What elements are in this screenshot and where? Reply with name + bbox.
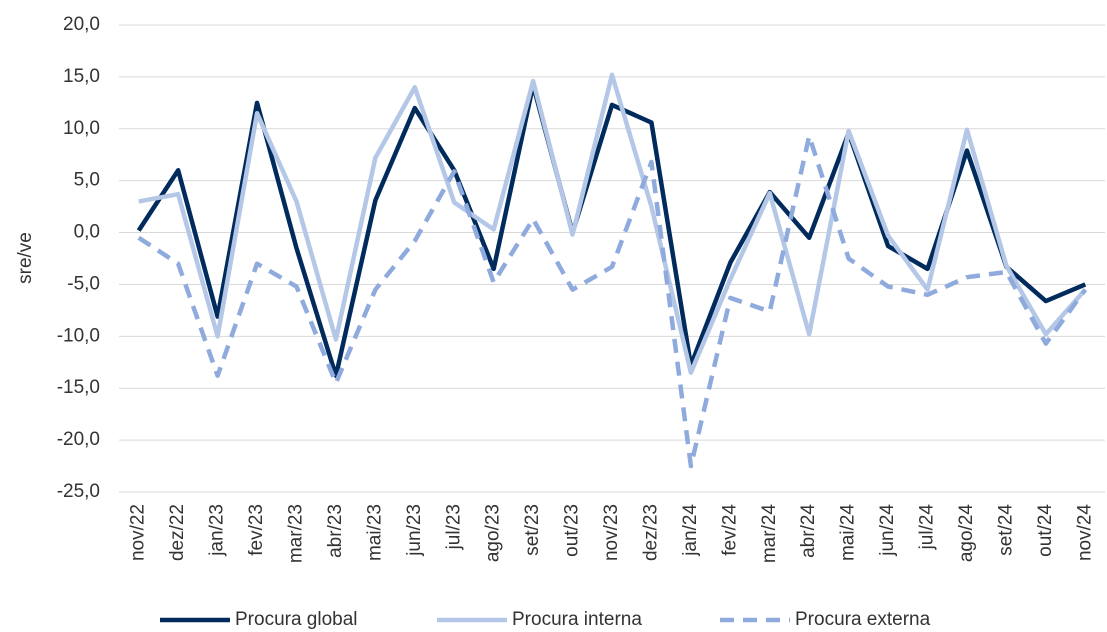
x-tick-label: jun/23 — [404, 504, 425, 557]
y-tick-label: -20,0 — [57, 429, 100, 450]
y-axis-label: sre/ve — [15, 232, 36, 284]
x-tick-label: jan/23 — [207, 504, 228, 557]
y-tick-label: 0,0 — [74, 222, 100, 243]
y-tick-label: -15,0 — [57, 377, 100, 398]
data-line — [137, 133, 1088, 469]
x-tick-label: ago/23 — [483, 504, 504, 562]
y-tick-label: 5,0 — [74, 170, 100, 191]
x-tick-label: abr/23 — [325, 504, 346, 558]
y-tick-label: -5,0 — [67, 273, 100, 294]
legend-label: Procura interna — [512, 609, 642, 630]
x-tick-label: ago/24 — [956, 504, 977, 563]
x-tick-label: dez/23 — [640, 504, 661, 561]
y-tick-label: 20,0 — [63, 14, 100, 35]
x-tick-label: jul/23 — [443, 504, 464, 550]
legend-label: Procura externa — [795, 609, 931, 630]
x-tick-label: nov/24 — [1074, 504, 1095, 561]
y-tick-label: 15,0 — [63, 66, 100, 87]
x-tick-label: out/24 — [1035, 504, 1056, 557]
x-tick-label: jun/24 — [877, 504, 898, 557]
legend-label: Procura global — [235, 609, 358, 630]
y-tick-label: -25,0 — [57, 481, 100, 502]
x-tick-label: jan/24 — [680, 504, 701, 557]
x-tick-label: fev/24 — [719, 504, 740, 556]
data-line — [138, 72, 1087, 375]
x-tick-label: mai/23 — [364, 504, 385, 561]
x-tick-label: abr/24 — [798, 504, 819, 558]
x-tick-label: set/24 — [995, 504, 1016, 556]
data-line — [136, 82, 1087, 379]
x-tick-label: dez/22 — [167, 504, 188, 561]
x-tick-label: set/23 — [522, 504, 543, 556]
x-tick-label: out/23 — [562, 504, 583, 557]
x-tick-label: mai/24 — [838, 504, 859, 561]
x-tick-label: mar/24 — [759, 504, 780, 564]
x-tick-label: nov/23 — [601, 504, 622, 561]
x-tick-label: fev/23 — [246, 504, 267, 556]
x-tick-label: jul/24 — [917, 504, 938, 551]
x-tick-label: nov/22 — [128, 504, 149, 561]
y-tick-label: 10,0 — [63, 118, 100, 139]
y-tick-label: -10,0 — [57, 325, 100, 346]
x-tick-label: mar/23 — [285, 504, 306, 563]
